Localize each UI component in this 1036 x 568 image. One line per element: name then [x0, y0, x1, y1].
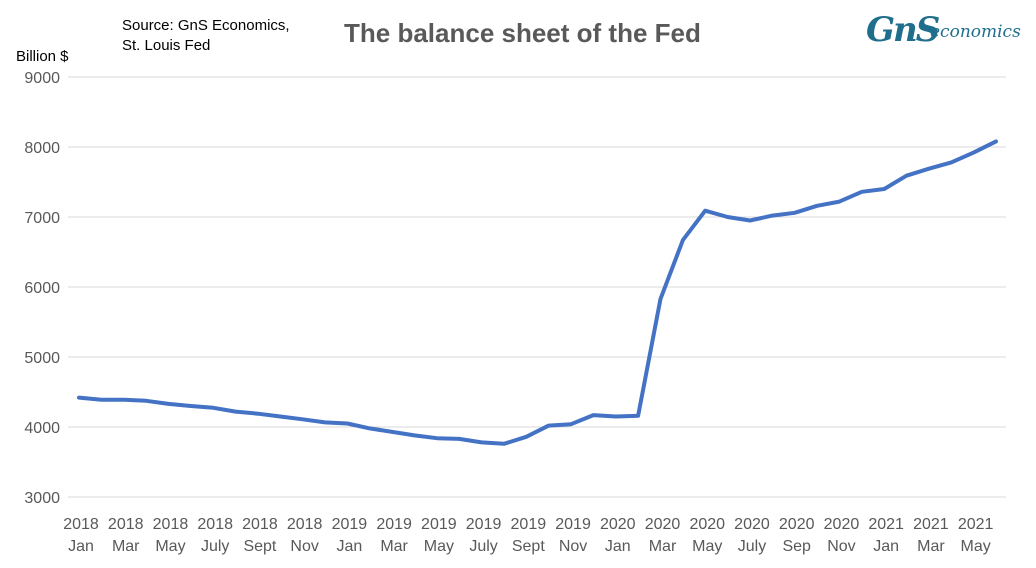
x-tick-year: 2020: [645, 516, 681, 533]
gns-logo: GnS economics: [866, 10, 1021, 58]
x-tick-month: Mar: [917, 538, 945, 555]
series-group: [77, 139, 998, 446]
y-tick-label: 6000: [24, 280, 60, 297]
x-tick-month: Mar: [649, 538, 677, 555]
source-line-1: Source: GnS Economics,: [122, 17, 290, 34]
y-tick-label: 3000: [24, 490, 60, 507]
y-tick-label: 8000: [24, 140, 60, 157]
x-tick-labels: 2018 Jan 2018 Mar 2018 May 2018 July 2018 Sept 201…: [63, 516, 993, 555]
x-tick-year: 2021: [868, 516, 904, 533]
x-tick-year: 2018: [63, 516, 99, 533]
x-tick-year: 2019: [421, 516, 457, 533]
x-tick-month: Nov: [827, 538, 855, 555]
x-tick-month: Nov: [559, 538, 587, 555]
x-tick-year: 2019: [555, 516, 591, 533]
x-tick-year: 2019: [376, 516, 412, 533]
x-tick-month: Sept: [512, 538, 545, 555]
source-line-2: St. Louis Fed: [122, 37, 211, 54]
x-tick-year: 2021: [958, 516, 994, 533]
x-tick-year: 2018: [153, 516, 189, 533]
x-tick-month: May: [155, 538, 185, 555]
x-tick-year: 2020: [779, 516, 815, 533]
x-tick-year: 2018: [197, 516, 233, 533]
chart-title: The balance sheet of the Fed: [344, 18, 701, 48]
x-tick-month: Sept: [243, 538, 276, 555]
x-tick-month: Nov: [290, 538, 318, 555]
x-tick-month: Jan: [68, 538, 94, 555]
y-axis-label: Billion $: [16, 48, 69, 65]
x-tick-month: Jan: [336, 538, 362, 555]
y-tick-label: 7000: [24, 210, 60, 227]
x-tick-month: Jan: [873, 538, 899, 555]
x-tick-year: 2020: [689, 516, 725, 533]
y-tick-label: 5000: [24, 350, 60, 367]
logo-word: economics: [930, 22, 1021, 42]
x-tick-year: 2018: [108, 516, 144, 533]
x-tick-month: July: [469, 538, 497, 555]
x-tick-month: May: [961, 538, 991, 555]
x-tick-month: Sep: [782, 538, 811, 555]
x-tick-month: Mar: [112, 538, 140, 555]
y-tick-label: 4000: [24, 420, 60, 437]
x-tick-month: Jan: [605, 538, 631, 555]
x-tick-year: 2019: [466, 516, 502, 533]
x-tick-year: 2021: [913, 516, 949, 533]
x-tick-year: 2019: [511, 516, 547, 533]
grid-lines: [68, 76, 1006, 498]
x-tick-year: 2018: [242, 516, 278, 533]
x-tick-year: 2020: [824, 516, 860, 533]
x-tick-month: July: [201, 538, 229, 555]
x-tick-month: Mar: [380, 538, 408, 555]
y-tick-label: 9000: [24, 70, 60, 87]
logo-mark: GnS: [866, 10, 940, 50]
x-tick-month: May: [424, 538, 454, 555]
x-tick-year: 2018: [287, 516, 323, 533]
x-tick-year: 2019: [332, 516, 368, 533]
x-tick-year: 2020: [734, 516, 770, 533]
source-note: Source: GnS Economics, St. Louis Fed: [122, 16, 290, 56]
x-tick-month: May: [692, 538, 722, 555]
series-line-fed-balance-sheet: [77, 139, 998, 446]
x-tick-year: 2020: [600, 516, 636, 533]
y-tick-labels: 3000 4000 5000 6000 7000 8000 9000: [24, 70, 60, 507]
x-tick-month: July: [738, 538, 766, 555]
